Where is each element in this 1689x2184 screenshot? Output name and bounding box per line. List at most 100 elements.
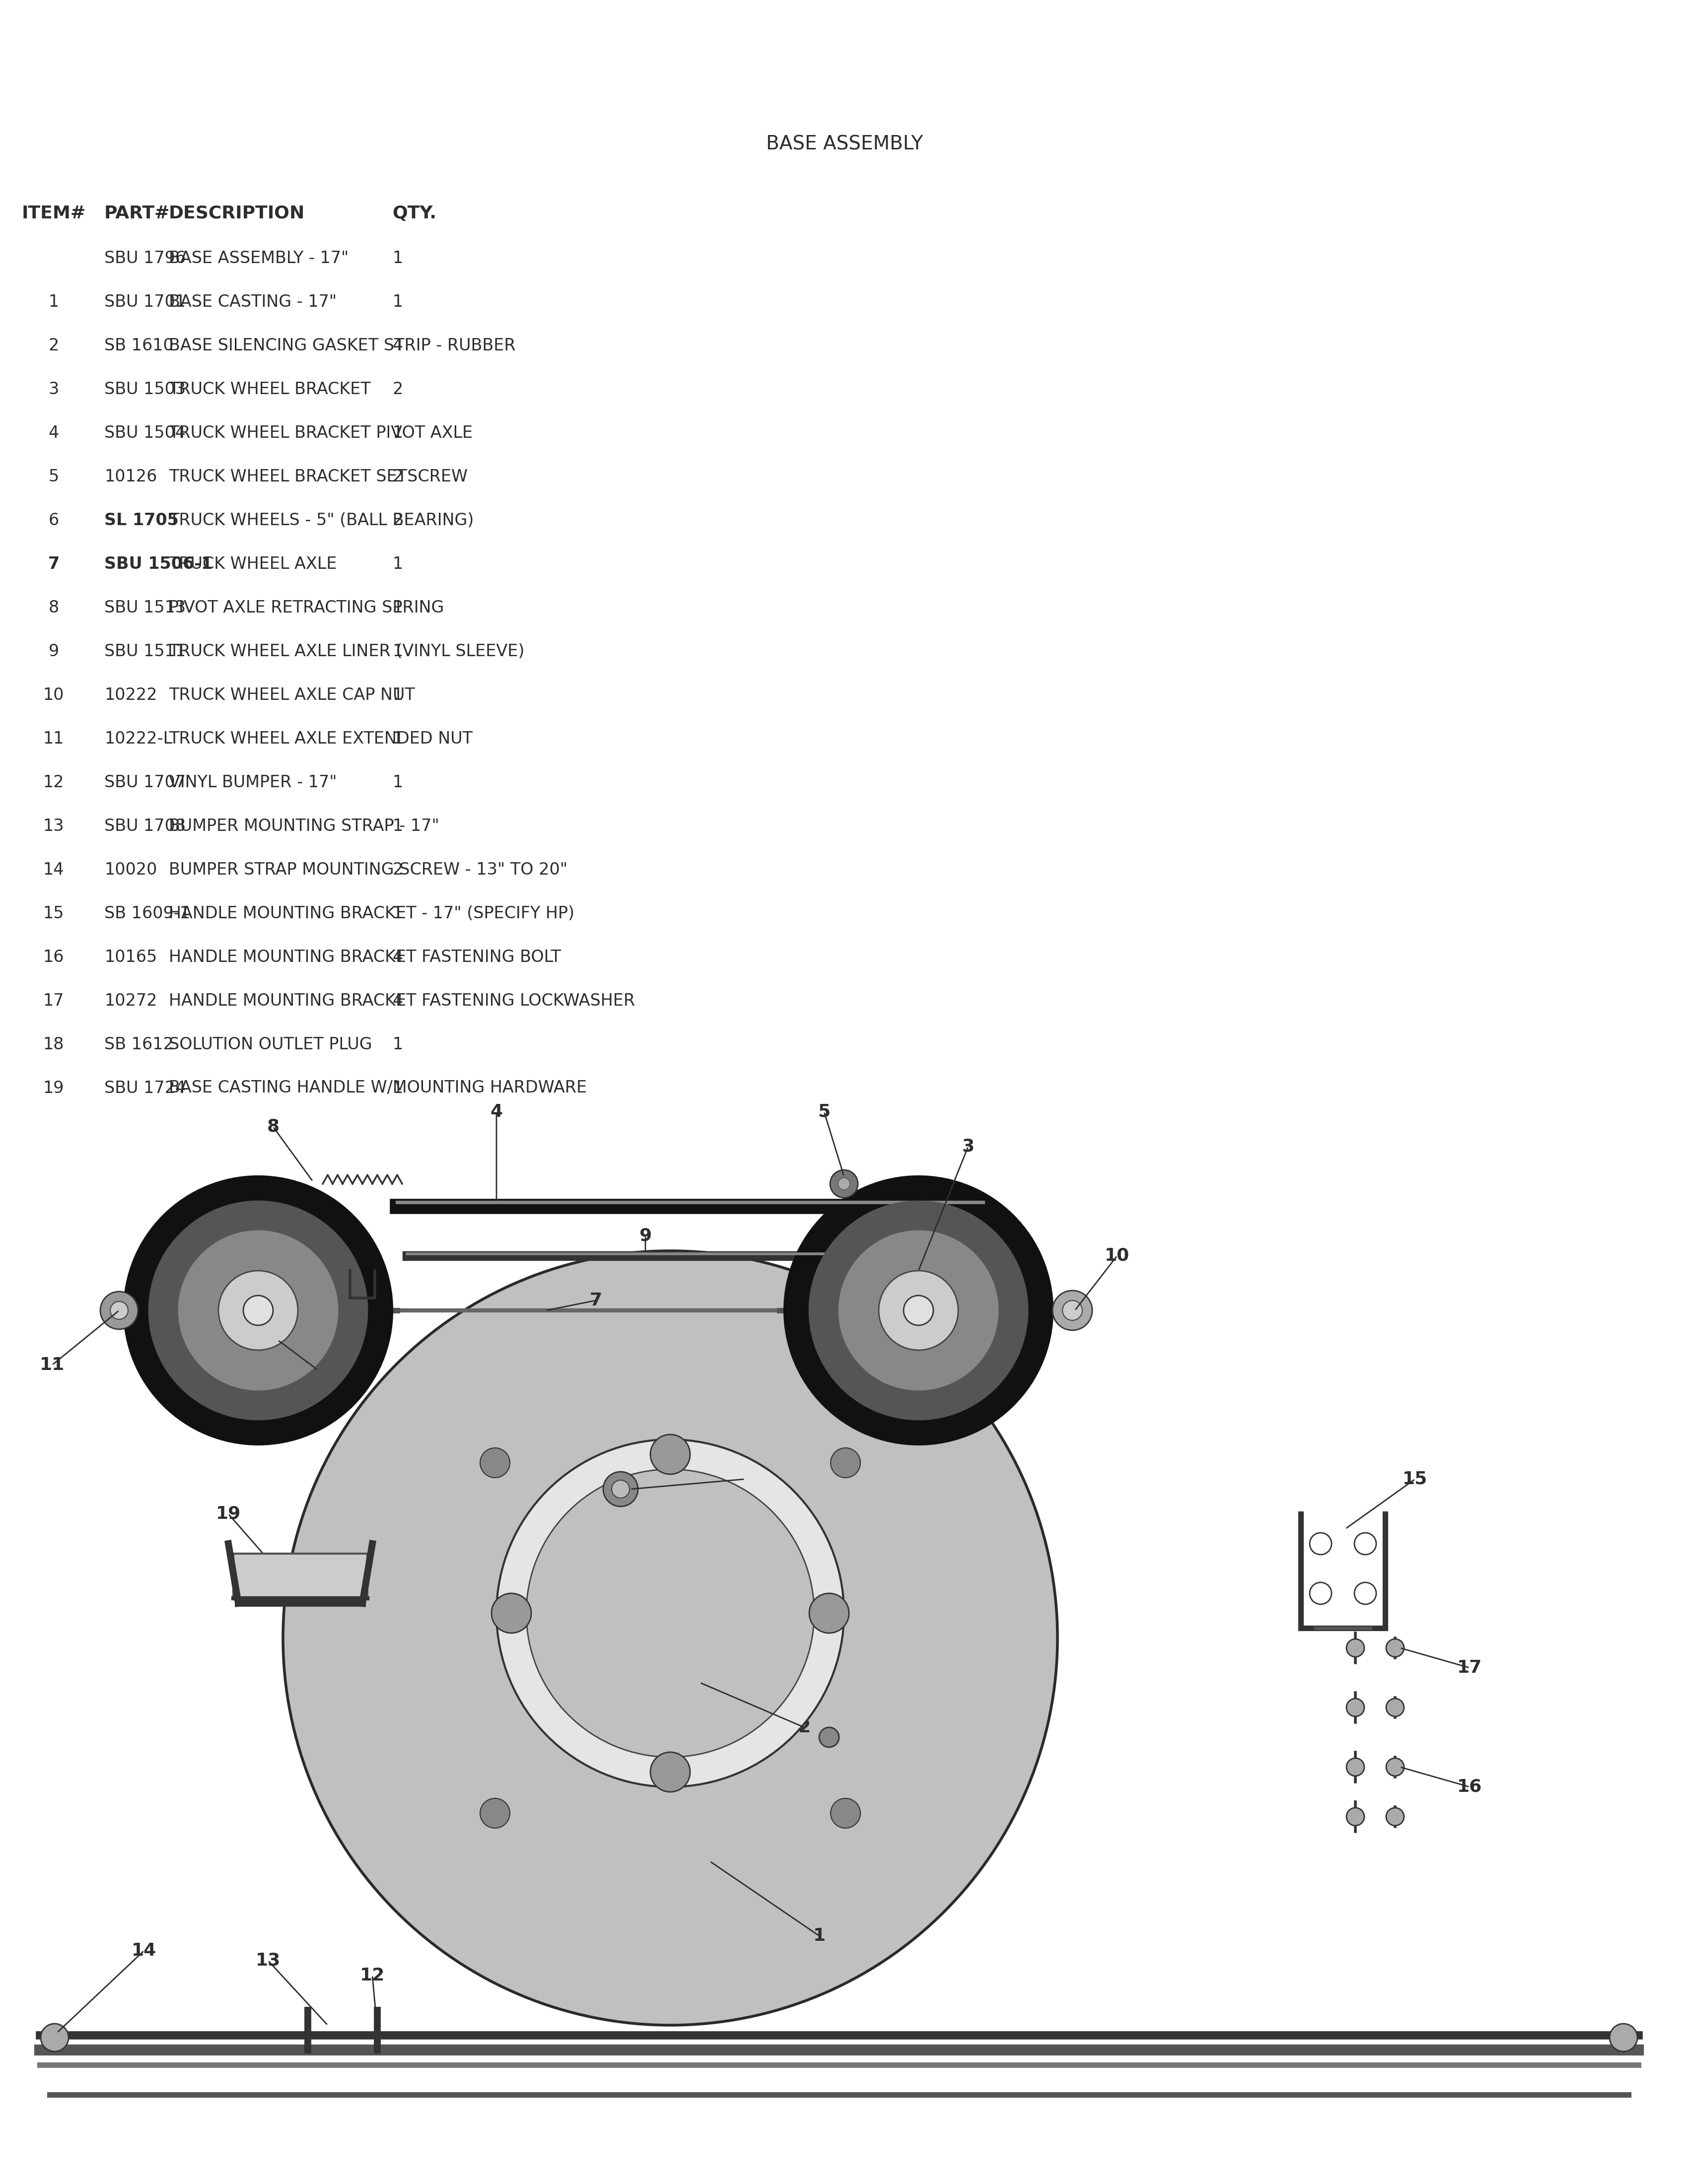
Ellipse shape <box>243 1295 274 1326</box>
Ellipse shape <box>809 1594 850 1634</box>
Ellipse shape <box>1346 1638 1365 1658</box>
Text: 2: 2 <box>49 336 59 354</box>
Text: 5: 5 <box>49 467 59 485</box>
Text: 1: 1 <box>392 1079 402 1096</box>
Ellipse shape <box>838 1177 850 1190</box>
Text: TRUCK WHEEL AXLE EXTENDED NUT: TRUCK WHEEL AXLE EXTENDED NUT <box>169 729 473 747</box>
Text: 15: 15 <box>1402 1470 1427 1487</box>
Text: 4: 4 <box>392 948 402 965</box>
Text: 14: 14 <box>42 860 64 878</box>
Text: 1: 1 <box>392 598 402 616</box>
Text: 1: 1 <box>392 729 402 747</box>
Text: 7: 7 <box>589 1293 601 1308</box>
Ellipse shape <box>149 1201 368 1420</box>
Text: 1: 1 <box>392 642 402 660</box>
Text: 18: 18 <box>44 1035 64 1053</box>
Ellipse shape <box>650 1752 691 1791</box>
Ellipse shape <box>480 1797 510 1828</box>
Text: 1: 1 <box>392 249 402 266</box>
Ellipse shape <box>1355 1533 1377 1555</box>
Ellipse shape <box>831 1448 860 1479</box>
Text: 3: 3 <box>961 1138 975 1155</box>
Text: 4: 4 <box>49 424 59 441</box>
Text: PIVOT AXLE RETRACTING SPRING: PIVOT AXLE RETRACTING SPRING <box>169 598 444 616</box>
Ellipse shape <box>218 1271 297 1350</box>
Ellipse shape <box>1610 2025 1637 2051</box>
Text: 1: 1 <box>392 904 402 922</box>
Text: SBU 1796: SBU 1796 <box>105 249 186 266</box>
Text: TRUCK WHEEL BRACKET PIVOT AXLE: TRUCK WHEEL BRACKET PIVOT AXLE <box>169 424 473 441</box>
Text: 11: 11 <box>42 729 64 747</box>
Text: 16: 16 <box>42 948 64 965</box>
Text: SB 1610: SB 1610 <box>105 336 174 354</box>
Text: 10020: 10020 <box>105 860 157 878</box>
Text: 7: 7 <box>47 555 59 572</box>
Text: TRUCK WHEEL BRACKET: TRUCK WHEEL BRACKET <box>169 380 372 397</box>
Text: BASE ASSEMBLY: BASE ASSEMBLY <box>767 135 922 153</box>
Text: 2: 2 <box>797 1719 811 1736</box>
Text: 16: 16 <box>1458 1778 1481 1795</box>
Ellipse shape <box>1309 1533 1331 1555</box>
Text: SB 1609-1: SB 1609-1 <box>105 904 191 922</box>
Ellipse shape <box>497 1439 844 1787</box>
Ellipse shape <box>1387 1699 1404 1717</box>
Text: 1: 1 <box>392 424 402 441</box>
Ellipse shape <box>1309 1583 1331 1605</box>
Text: 2: 2 <box>392 511 402 529</box>
Text: 4: 4 <box>392 336 402 354</box>
Ellipse shape <box>819 1728 839 1747</box>
Text: 17: 17 <box>1458 1660 1481 1677</box>
Text: 1: 1 <box>392 817 402 834</box>
Ellipse shape <box>179 1232 338 1389</box>
Text: 1: 1 <box>49 293 59 310</box>
Ellipse shape <box>100 1291 138 1330</box>
Text: 17: 17 <box>42 992 64 1009</box>
Text: PART#: PART# <box>105 205 171 223</box>
Ellipse shape <box>650 1435 691 1474</box>
Text: SBU 1724: SBU 1724 <box>105 1079 186 1096</box>
Text: 10: 10 <box>42 686 64 703</box>
Text: BASE CASTING HANDLE W/MOUNTING HARDWARE: BASE CASTING HANDLE W/MOUNTING HARDWARE <box>169 1079 586 1096</box>
Text: 9: 9 <box>638 1227 652 1245</box>
Ellipse shape <box>829 1171 858 1197</box>
Text: SB 1612: SB 1612 <box>105 1035 174 1053</box>
Text: QTY.: QTY. <box>392 205 436 223</box>
Ellipse shape <box>480 1448 510 1479</box>
Ellipse shape <box>110 1302 128 1319</box>
Text: 8: 8 <box>49 598 59 616</box>
Text: 10222: 10222 <box>105 686 157 703</box>
Ellipse shape <box>1387 1638 1404 1658</box>
Bar <box>233 1553 368 1599</box>
Ellipse shape <box>831 1797 860 1828</box>
Text: BASE CASTING - 17": BASE CASTING - 17" <box>169 293 336 310</box>
Text: 4: 4 <box>490 1103 503 1120</box>
Text: 3: 3 <box>49 380 59 397</box>
Text: 2: 2 <box>392 860 402 878</box>
Ellipse shape <box>611 1481 630 1498</box>
Text: HANDLE MOUNTING BRACKET - 17" (SPECIFY HP): HANDLE MOUNTING BRACKET - 17" (SPECIFY H… <box>169 904 574 922</box>
Text: 6: 6 <box>311 1361 324 1378</box>
Text: 13: 13 <box>255 1952 280 1970</box>
Text: SBU 1511: SBU 1511 <box>105 642 186 660</box>
Text: SBU 1708: SBU 1708 <box>105 817 186 834</box>
Ellipse shape <box>1062 1299 1083 1321</box>
Text: 10: 10 <box>1105 1247 1130 1265</box>
Text: SBU 1701: SBU 1701 <box>105 293 186 310</box>
Ellipse shape <box>904 1295 934 1326</box>
Text: TRUCK WHEEL BRACKET SETSCREW: TRUCK WHEEL BRACKET SETSCREW <box>169 467 468 485</box>
Text: 10126: 10126 <box>105 467 157 485</box>
Ellipse shape <box>123 1177 392 1444</box>
Text: SBU 1513: SBU 1513 <box>105 598 186 616</box>
Text: 1: 1 <box>392 293 402 310</box>
Ellipse shape <box>1346 1758 1365 1776</box>
Ellipse shape <box>284 1251 1057 2025</box>
Text: 10272: 10272 <box>105 992 157 1009</box>
Text: 4: 4 <box>392 992 402 1009</box>
Ellipse shape <box>809 1201 1027 1420</box>
Text: 19: 19 <box>42 1079 64 1096</box>
Text: 15: 15 <box>42 904 64 922</box>
Text: SL 1705: SL 1705 <box>105 511 179 529</box>
Ellipse shape <box>527 1470 814 1758</box>
Text: SBU 1503: SBU 1503 <box>105 380 186 397</box>
Text: TRUCK WHEEL AXLE CAP NUT: TRUCK WHEEL AXLE CAP NUT <box>169 686 415 703</box>
